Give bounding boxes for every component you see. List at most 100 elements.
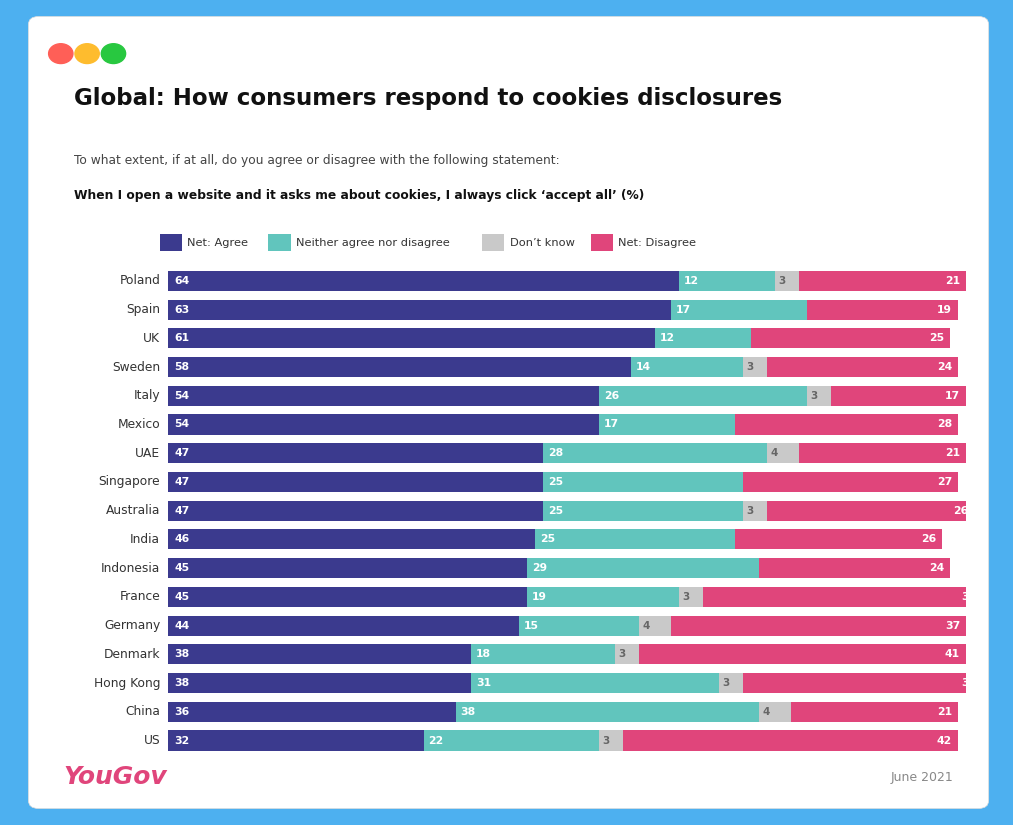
Text: 32: 32 [174,736,189,746]
Bar [168,530,535,549]
Bar [600,730,623,751]
Text: 28: 28 [548,448,563,458]
Bar [471,673,719,693]
Text: 21: 21 [945,448,960,458]
Bar [168,673,471,693]
Bar [471,644,615,664]
Text: UK: UK [143,332,160,345]
Text: Spain: Spain [127,303,160,316]
Text: 42: 42 [937,736,952,746]
Text: June 2021: June 2021 [890,771,953,784]
Text: 58: 58 [174,362,189,372]
Text: US: US [144,734,160,747]
Text: 27: 27 [937,477,952,487]
Bar [168,299,671,319]
Circle shape [75,44,99,64]
Bar [543,501,743,521]
Bar [799,271,966,291]
Circle shape [49,44,73,64]
Text: 44: 44 [174,620,189,630]
Text: Net: Agree: Net: Agree [187,238,248,248]
Text: 4: 4 [642,620,649,630]
Text: Mexico: Mexico [118,418,160,431]
Text: 38: 38 [460,707,475,717]
Bar [528,587,679,607]
Text: 38: 38 [174,678,189,688]
Bar [799,443,966,464]
Text: 18: 18 [476,649,491,659]
Text: Poland: Poland [120,275,160,287]
Text: 12: 12 [659,333,675,343]
Text: 26: 26 [953,506,968,516]
Text: China: China [126,705,160,719]
Text: 3: 3 [778,276,785,285]
Text: 12: 12 [684,276,699,285]
Circle shape [101,44,126,64]
Bar [671,615,966,635]
Bar [734,530,942,549]
Bar [168,414,600,435]
Text: YouGov: YouGov [64,765,167,790]
Bar [168,357,631,377]
Bar [759,558,950,578]
Bar [168,328,655,348]
FancyBboxPatch shape [160,234,182,251]
Text: To what extent, if at all, do you agree or disagree with the following statement: To what extent, if at all, do you agree … [74,154,563,167]
Bar [168,472,543,492]
Text: 24: 24 [929,563,944,573]
Text: 45: 45 [174,563,189,573]
Bar [703,587,983,607]
Text: 3: 3 [618,649,626,659]
Text: 63: 63 [174,304,189,314]
Bar [806,299,958,319]
Text: UAE: UAE [135,446,160,460]
Bar [600,414,734,435]
Text: 26: 26 [921,535,936,544]
Bar [743,501,767,521]
Bar [639,644,966,664]
Text: 3: 3 [603,736,610,746]
Bar [168,587,528,607]
Bar [168,615,520,635]
Text: 64: 64 [174,276,189,285]
Text: 38: 38 [174,649,189,659]
Text: 36: 36 [174,707,189,717]
Bar [168,443,543,464]
Text: Net: Disagree: Net: Disagree [618,238,696,248]
Text: 41: 41 [945,649,960,659]
Bar [767,357,958,377]
Text: 24: 24 [937,362,952,372]
Bar [168,644,471,664]
Text: 54: 54 [174,391,189,401]
Text: India: India [131,533,160,546]
Bar [168,501,543,521]
Text: 25: 25 [929,333,944,343]
Bar [719,673,743,693]
Text: Neither agree nor disagree: Neither agree nor disagree [296,238,450,248]
Bar [775,271,799,291]
Text: 17: 17 [604,419,619,430]
Text: 37: 37 [945,620,960,630]
Text: Singapore: Singapore [98,475,160,488]
Text: 25: 25 [540,535,555,544]
Text: France: France [120,591,160,603]
Bar [743,673,983,693]
FancyBboxPatch shape [268,234,291,251]
Text: Don’t know: Don’t know [510,238,574,248]
Text: 54: 54 [174,419,189,430]
Bar [528,558,759,578]
Bar [535,530,734,549]
Text: Denmark: Denmark [103,648,160,661]
Text: 17: 17 [945,391,960,401]
Text: 15: 15 [524,620,539,630]
Text: 19: 19 [532,592,547,602]
Text: 46: 46 [174,535,189,544]
Text: 3: 3 [747,506,754,516]
Text: 3: 3 [747,362,754,372]
Bar [743,472,958,492]
Bar [456,702,759,722]
Text: 22: 22 [428,736,444,746]
Text: 25: 25 [548,506,563,516]
Text: 45: 45 [174,592,189,602]
Bar [767,443,799,464]
